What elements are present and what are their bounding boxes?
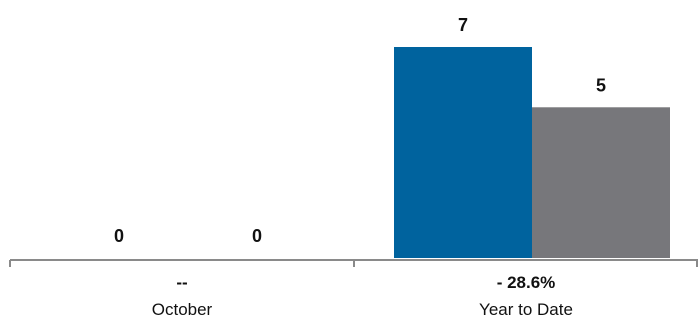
data-label-year-to-date-series-1: 7: [458, 15, 468, 35]
bar-year-to-date-series-1: [394, 47, 532, 258]
bars-group: [394, 47, 670, 259]
category-labels-group: -- October - 28.6% Year to Date: [152, 273, 573, 319]
category-label-october: October: [152, 300, 213, 319]
value-labels-group: 0 0 7 5: [114, 15, 606, 246]
data-label-year-to-date-series-2: 5: [596, 75, 606, 95]
x-axis: [9, 259, 698, 267]
data-label-october-series-1: 0: [114, 226, 124, 246]
bar-year-to-date-series-2: [532, 107, 670, 259]
data-label-october-series-2: 0: [252, 226, 262, 246]
change-label-year-to-date: - 28.6%: [497, 273, 556, 292]
category-label-year-to-date: Year to Date: [479, 300, 573, 319]
change-label-october: --: [176, 273, 187, 292]
